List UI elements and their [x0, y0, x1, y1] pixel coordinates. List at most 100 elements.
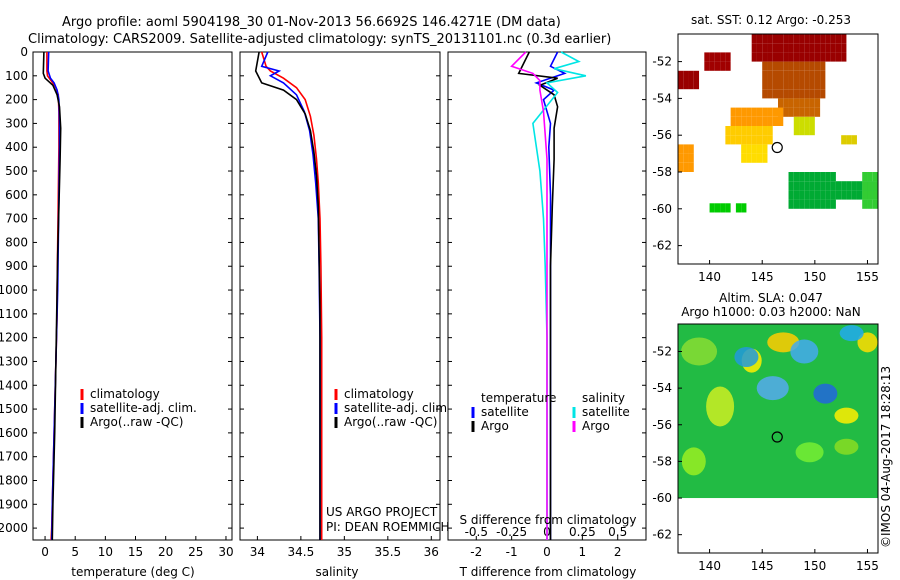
sst-cell [841, 43, 847, 53]
sst-cell [788, 199, 794, 209]
diff-top-tick-label: 0.5 [608, 525, 627, 539]
sst-cell [804, 61, 810, 71]
sst-cell [693, 70, 700, 80]
sst-cell [725, 135, 731, 145]
sst-cell [772, 116, 778, 126]
sst-cell [793, 126, 800, 136]
sst-ytick-label: -54 [652, 91, 672, 105]
sla-map-title-line1: Altim. SLA: 0.047 [719, 291, 823, 305]
sst-cell [741, 116, 747, 126]
sst-cell [793, 98, 800, 108]
sst-cell [809, 70, 815, 80]
sst-cell [725, 61, 731, 71]
sst-cell [725, 52, 731, 62]
sst-cell [778, 52, 784, 62]
diff-top-tick-label: 0.25 [569, 525, 596, 539]
sst-cell [867, 199, 873, 209]
sst-xtick-label: 145 [751, 270, 774, 284]
sst-cell [762, 52, 768, 62]
sst-cell [809, 52, 815, 62]
sst-cell [756, 52, 763, 62]
figure-title-line2: Climatology: CARS2009. Satellite-adjuste… [28, 32, 611, 47]
sst-cell [714, 52, 721, 62]
sst-cell [720, 61, 726, 71]
sst-cell [683, 70, 689, 80]
sst-profile-marker [771, 141, 783, 154]
sst-cell [841, 135, 847, 145]
sst-cell [762, 126, 768, 136]
sst-cell [809, 61, 815, 71]
difference-xlabel: T difference from climatology [459, 565, 637, 579]
sla-map-frame [677, 323, 879, 554]
sst-cell [799, 181, 805, 191]
sst-cell [872, 172, 878, 182]
sst-cell [820, 181, 826, 191]
sla-anomaly-blob [834, 438, 859, 455]
temp-xtick-label: 0 [41, 545, 49, 559]
sst-cell [788, 107, 794, 117]
temp-series-argo-raw-qc- [42, 51, 62, 541]
sst-cell [804, 126, 810, 136]
sla-anomaly-blob [839, 325, 864, 342]
sla-xtick-label: 145 [751, 559, 774, 573]
sst-cell [762, 43, 768, 53]
sst-cell [793, 43, 800, 53]
sst-cell [814, 172, 821, 182]
sst-cell [835, 190, 842, 200]
sst-cell [830, 199, 836, 209]
sst-cell [762, 89, 768, 99]
sst-cell [841, 34, 847, 44]
depth-tick-label: 1500 [0, 402, 28, 416]
difference-xlabel-top: S difference from climatology [460, 513, 637, 527]
sst-ytick-label: -60 [652, 202, 672, 216]
sst-cell [678, 70, 684, 80]
sst-cell [709, 52, 715, 62]
sst-cell [751, 34, 757, 44]
depth-tick-label: 1300 [0, 354, 28, 368]
sst-cell [788, 89, 794, 99]
sst-cell [772, 52, 778, 62]
sst-cell [778, 89, 784, 99]
sst-cell [799, 172, 805, 182]
sst-cell [793, 89, 800, 99]
sst-cell [809, 181, 815, 191]
sst-cell [772, 89, 778, 99]
sst-cell [741, 203, 747, 213]
sst-cell [825, 172, 831, 182]
sst-cell [778, 98, 784, 108]
sst-cell [825, 190, 831, 200]
sst-cell [804, 52, 810, 62]
sst-cell [835, 34, 842, 44]
depth-tick-label: 1100 [0, 307, 28, 321]
sst-cell [793, 107, 800, 117]
sla-xtick-label: 150 [803, 559, 826, 573]
sla-anomaly-blob [834, 407, 859, 424]
sst-cell [788, 61, 794, 71]
sst-cell [830, 34, 836, 44]
sst-cell [825, 199, 831, 209]
sst-cell [793, 70, 800, 80]
depth-tick-label: 1200 [0, 331, 28, 345]
sst-cell [830, 43, 836, 53]
sla-anomaly-blob [813, 383, 838, 404]
sst-cell [799, 43, 805, 53]
sst-ytick-label: -62 [652, 239, 672, 253]
sst-cell [804, 116, 810, 126]
sst-cell [793, 80, 800, 90]
sst-cell [730, 126, 736, 136]
sal-series-argo-raw-qc- [254, 51, 321, 540]
sst-cell [820, 52, 826, 62]
sst-cell [830, 172, 836, 182]
sst-cell [772, 61, 778, 71]
sst-cell [746, 126, 752, 136]
sst-cell [783, 107, 789, 117]
sst-cell [820, 190, 826, 200]
sst-cell [793, 61, 800, 71]
sla-anomaly-blob [681, 447, 706, 476]
diff-series-s-argo [510, 51, 548, 540]
sst-cell [799, 89, 805, 99]
sst-cell [788, 52, 794, 62]
sst-cell [809, 34, 815, 44]
sst-cell [799, 98, 805, 108]
depth-tick-label: 1400 [0, 378, 28, 392]
